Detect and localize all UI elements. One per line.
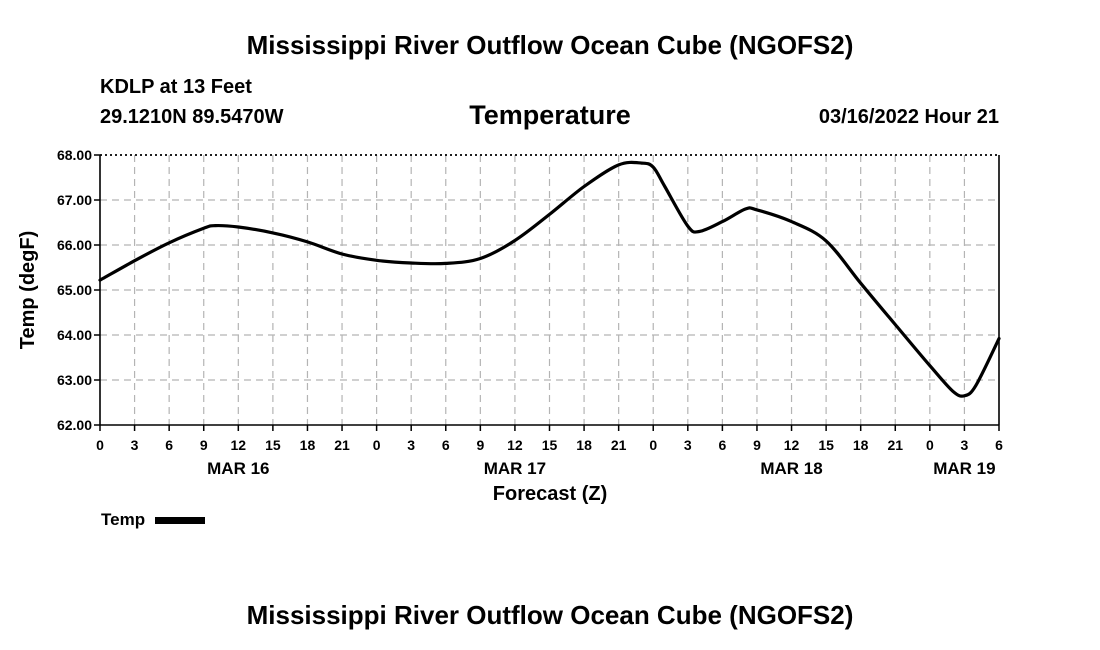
y-tick-label: 62.00 [57, 417, 92, 433]
legend-label-temp: Temp [101, 510, 146, 529]
station-label: KDLP at 13 Feet [100, 76, 252, 98]
legend-line-temp [155, 516, 206, 524]
footer-title: Mississippi River Outflow Ocean Cube (NG… [246, 600, 854, 630]
day-label: MAR 18 [760, 459, 822, 478]
y-axis-label: Temp (degF) [17, 231, 39, 350]
x-tick-label: 18 [853, 437, 869, 453]
x-tick-label: 15 [542, 437, 558, 453]
x-tick-label: 12 [507, 437, 523, 453]
x-tick-label: 3 [684, 437, 692, 453]
chart-title: Mississippi River Outflow Ocean Cube (NG… [246, 30, 854, 60]
x-tick-label: 0 [926, 437, 934, 453]
y-tick-label: 65.00 [57, 282, 92, 298]
x-tick-label: 18 [300, 437, 316, 453]
x-tick-label: 21 [611, 437, 627, 453]
x-tick-label: 9 [753, 437, 761, 453]
x-tick-label: 3 [131, 437, 139, 453]
x-axis-label: Forecast (Z) [493, 483, 607, 505]
y-tick-label: 63.00 [57, 372, 92, 388]
x-tick-label: 3 [961, 437, 969, 453]
x-tick-label: 15 [818, 437, 834, 453]
x-tick-label: 9 [476, 437, 484, 453]
x-tick-label: 18 [576, 437, 592, 453]
x-tick-label: 12 [231, 437, 247, 453]
y-tick-label: 64.00 [57, 327, 92, 343]
x-tick-label: 0 [96, 437, 104, 453]
y-tick-label: 66.00 [57, 237, 92, 253]
x-tick-label: 3 [407, 437, 415, 453]
variable-title: Temperature [469, 100, 631, 130]
day-label: MAR 17 [484, 459, 546, 478]
x-tick-label: 15 [265, 437, 281, 453]
coordinates-label: 29.1210N 89.5470W [100, 106, 284, 128]
day-label: MAR 19 [933, 459, 995, 478]
forecast-datetime: 03/16/2022 Hour 21 [818, 106, 999, 128]
x-tick-label: 6 [718, 437, 726, 453]
x-tick-label: 9 [200, 437, 208, 453]
legend: Temp [101, 510, 206, 530]
x-tick-label: 0 [649, 437, 657, 453]
y-tick-label: 68.00 [57, 147, 92, 163]
y-tick-label: 67.00 [57, 192, 92, 208]
day-label: MAR 16 [207, 459, 269, 478]
x-tick-label: 21 [334, 437, 350, 453]
x-tick-label: 21 [887, 437, 903, 453]
series-line-temp [98, 160, 1001, 398]
x-tick-label: 6 [442, 437, 450, 453]
x-tick-label: 0 [373, 437, 381, 453]
x-tick-label: 6 [995, 437, 1003, 453]
x-tick-label: 12 [784, 437, 800, 453]
x-tick-label: 6 [165, 437, 173, 453]
